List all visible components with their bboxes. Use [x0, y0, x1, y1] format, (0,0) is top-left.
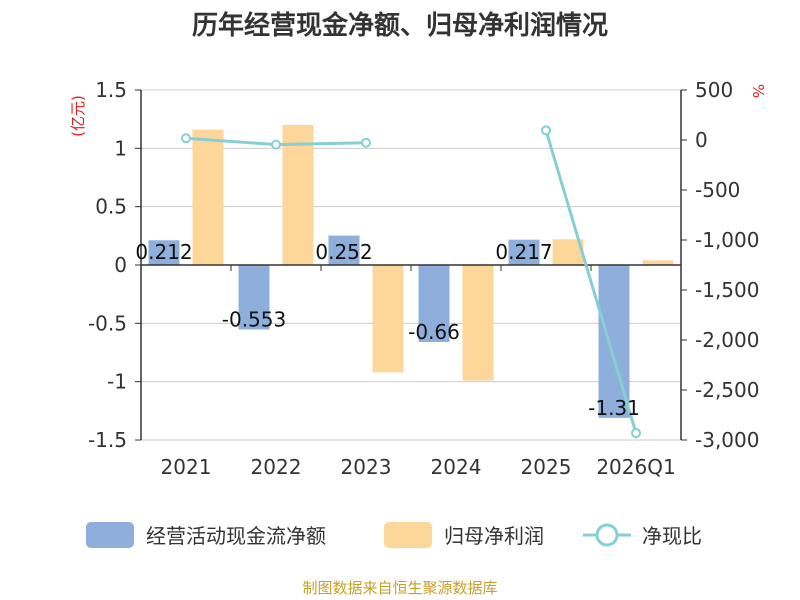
left-axis-tick-label: 0.5 [95, 195, 127, 219]
category-label: 2021 [161, 455, 212, 479]
right-axis-tick-label: -2,000 [695, 328, 759, 352]
bar-cashflow [148, 240, 180, 265]
bar-profit [462, 265, 494, 381]
bar-cashflow [508, 239, 540, 265]
legend-label-ratio: 净现比 [642, 524, 702, 548]
left-axis-tick-label: 1 [114, 136, 127, 160]
bar-cashflow [328, 235, 360, 265]
legend: 经营活动现金流净额 归母净利润 净现比 [86, 522, 702, 548]
data-label-cashflow: -1.31 [588, 396, 640, 420]
bar-profit [282, 125, 314, 265]
ratio-line-segment [544, 129, 638, 434]
ratio-point [361, 137, 371, 148]
left-axis-tick-label: 1.5 [95, 78, 127, 102]
ratio-line [181, 125, 641, 438]
legend-label-cashflow: 经营活动现金流净额 [146, 524, 326, 548]
legend-swatch-ratio-marker [595, 523, 619, 547]
category-label: 2022 [251, 455, 302, 479]
ratio-point [181, 133, 191, 144]
left-axis-unit: (亿元) [69, 95, 87, 137]
grid [141, 89, 681, 441]
data-labels: 0.212 -0.553 0.252 -0.66 0.217 -1.31 [135, 240, 640, 420]
right-axis-tick-label: 0 [695, 128, 708, 152]
right-axis-unit: % [749, 84, 767, 98]
bar-cashflow [418, 265, 450, 342]
right-axis-tick-label: -1,000 [695, 228, 759, 252]
left-axis-tick-label: 0 [114, 253, 127, 277]
data-label-cashflow: -0.66 [408, 320, 460, 344]
chart-title: 历年经营现金净额、归母净利润情况 [192, 10, 608, 41]
bars [148, 125, 674, 418]
legend-swatch-cashflow [86, 522, 134, 548]
bar-profit [192, 129, 224, 265]
right-axis-tick-label: -1,500 [695, 278, 759, 302]
ratio-point [271, 139, 281, 150]
data-label-cashflow: 0.217 [495, 240, 552, 264]
right-axis-tick-label: -500 [695, 178, 740, 202]
right-axis-tick-label: -2,500 [695, 378, 759, 402]
bar-profit [372, 265, 404, 373]
data-label-cashflow: 0.212 [135, 240, 192, 264]
left-axis-tick-label: -1 [107, 370, 127, 394]
bar-profit [642, 260, 674, 265]
category-label: 2026Q1 [596, 455, 675, 479]
source-note: 制图数据来自恒生聚源数据库 [302, 579, 497, 597]
legend-swatch-profit [384, 522, 432, 548]
left-axis-tick-label: -0.5 [88, 311, 127, 335]
category-label: 2024 [431, 455, 482, 479]
right-axis-tick-label: 500 [695, 78, 733, 102]
axes: 1.5 1 0.5 0 -0.5 -1 -1.5 500 0 -500 -1,000 -1,500 -2… [88, 78, 760, 479]
data-label-cashflow: 0.252 [315, 240, 372, 264]
legend-label-profit: 归母净利润 [444, 524, 544, 548]
category-label: 2023 [341, 455, 392, 479]
ratio-point [541, 125, 551, 136]
ratio-point [631, 428, 641, 438]
right-axis-tick-label: -3,000 [695, 428, 759, 452]
category-label: 2025 [521, 455, 572, 479]
bar-cashflow [238, 265, 270, 330]
left-axis-tick-label: -1.5 [88, 428, 127, 452]
data-label-cashflow: -0.553 [222, 308, 286, 332]
